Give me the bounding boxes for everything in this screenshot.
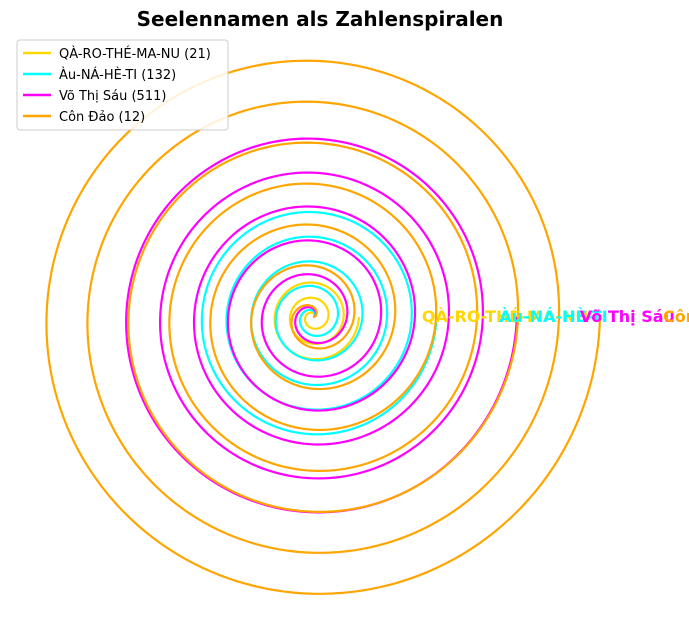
end-label-con-ao: Côn Đảo xyxy=(663,307,689,326)
spiral-qa-ro-the-ma-nu xyxy=(273,281,361,361)
legend-entry-con-ao: Côn Đảo (12) xyxy=(59,110,145,125)
spiral-au-na-he-ti xyxy=(200,210,438,436)
end-label-au-na-he-ti: Àu-NÁ-HÈ-TI xyxy=(499,307,607,326)
end-label-qa-ro-the-ma-nu: QÀ-RO-THÉ-MA-NU xyxy=(422,307,588,326)
legend: QÀ-RO-THÉ-MA-NU (21) Àu-NÁ-HÈ-TI (132) Võ … xyxy=(16,39,229,131)
spiral-series-group xyxy=(45,59,602,595)
chart-title: Seelennamen als Zahlenspiralen xyxy=(137,7,504,31)
legend-box xyxy=(16,39,229,131)
end-label-vo-thi-sau: Võ Thị Sáu xyxy=(580,307,675,326)
legend-entry-au-na-he-ti: Àu-NÁ-HÈ-TI (132) xyxy=(59,67,176,83)
legend-entry-qa-ro-the-ma-nu: QÀ-RO-THÉ-MA-NU (21) xyxy=(59,46,211,62)
legend-entry-vo-thi-sau: Võ Thị Sáu (511) xyxy=(59,89,166,104)
spiral-vo-thi-sau xyxy=(125,137,518,514)
spiral-con-ao xyxy=(45,59,602,595)
